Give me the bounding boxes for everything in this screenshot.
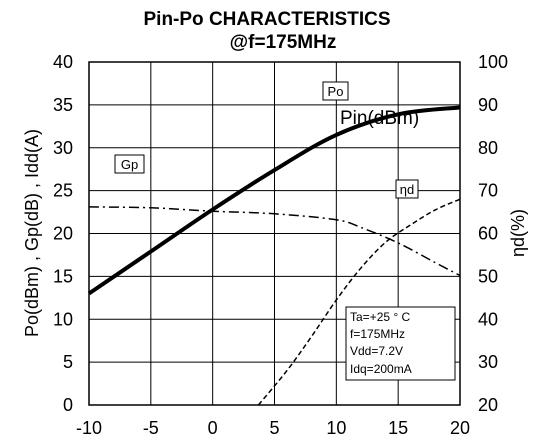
conditions-box: Ta=+25 ° C f=175MHz Vdd=7.2V Idq=200mA (345, 306, 456, 381)
x-tick-label: 0 (208, 418, 218, 438)
x-tick-label: 15 (388, 418, 408, 438)
y-tick-label: 10 (53, 309, 73, 329)
po-tag: Po (322, 81, 349, 101)
conditions-frame (345, 306, 456, 381)
etad-tag: ηd (395, 179, 419, 199)
gp-tag-box (114, 154, 145, 174)
tick-labels: -10 -5 0 5 10 15 20 0 5 10 15 20 25 30 35 40 20 30 40 50 60 7… (53, 52, 508, 438)
x-tick-label: 5 (269, 418, 279, 438)
series-line-po (87, 105, 461, 296)
chart-subtitle: @f=175MHz (230, 32, 337, 53)
series-line-d (257, 198, 461, 406)
y-tick-label: 15 (53, 266, 73, 286)
gp-tag: Gp (114, 154, 145, 174)
y2-tick-label: 40 (478, 309, 498, 329)
y2-tick-label: 60 (478, 224, 498, 244)
x-tick-label: 20 (450, 418, 470, 438)
plot-frame (88, 61, 461, 406)
po-tag-label: Po (328, 84, 344, 99)
pin-curve-label: Pin(dBm) (340, 108, 419, 129)
series-line-gp (88, 206, 461, 277)
y-tick-label: 35 (53, 95, 73, 115)
y-tick-label: 25 (53, 181, 73, 201)
y2-tick-label: 50 (478, 266, 498, 286)
etad-tag-box (395, 179, 419, 199)
plot-lines (87, 105, 461, 406)
y2-tick-label: 90 (478, 95, 498, 115)
condition-vdd: Vdd=7.2V (350, 344, 403, 358)
y-tick-label: 40 (53, 52, 73, 72)
y2-axis-label: ηd(%) (508, 209, 528, 257)
gp-tag-label: Gp (121, 157, 138, 172)
condition-frequency: f=175MHz (350, 327, 405, 341)
y2-tick-label: 70 (478, 181, 498, 201)
y2-tick-label: 100 (478, 52, 508, 72)
po-tag-box (322, 81, 349, 101)
condition-temperature: Ta=+25 ° C (350, 310, 411, 324)
y-axis-label: Po(dBm) , Gp(dB) , Idd(A) (22, 129, 42, 337)
y2-tick-label: 20 (478, 395, 498, 415)
y2-tick-label: 80 (478, 138, 498, 158)
x-tick-label: 10 (326, 418, 346, 438)
condition-idq: Idq=200mA (350, 362, 412, 376)
chart-title: Pin-Po CHARACTERISTICS (144, 9, 391, 30)
y-tick-label: 5 (63, 352, 73, 372)
etad-tag-label: ηd (400, 182, 414, 197)
x-tick-label: -5 (143, 418, 159, 438)
y-tick-label: 20 (53, 224, 73, 244)
y-tick-label: 30 (53, 138, 73, 158)
y-tick-label: 0 (63, 395, 73, 415)
y2-tick-label: 30 (478, 352, 498, 372)
x-tick-label: -10 (76, 418, 102, 438)
